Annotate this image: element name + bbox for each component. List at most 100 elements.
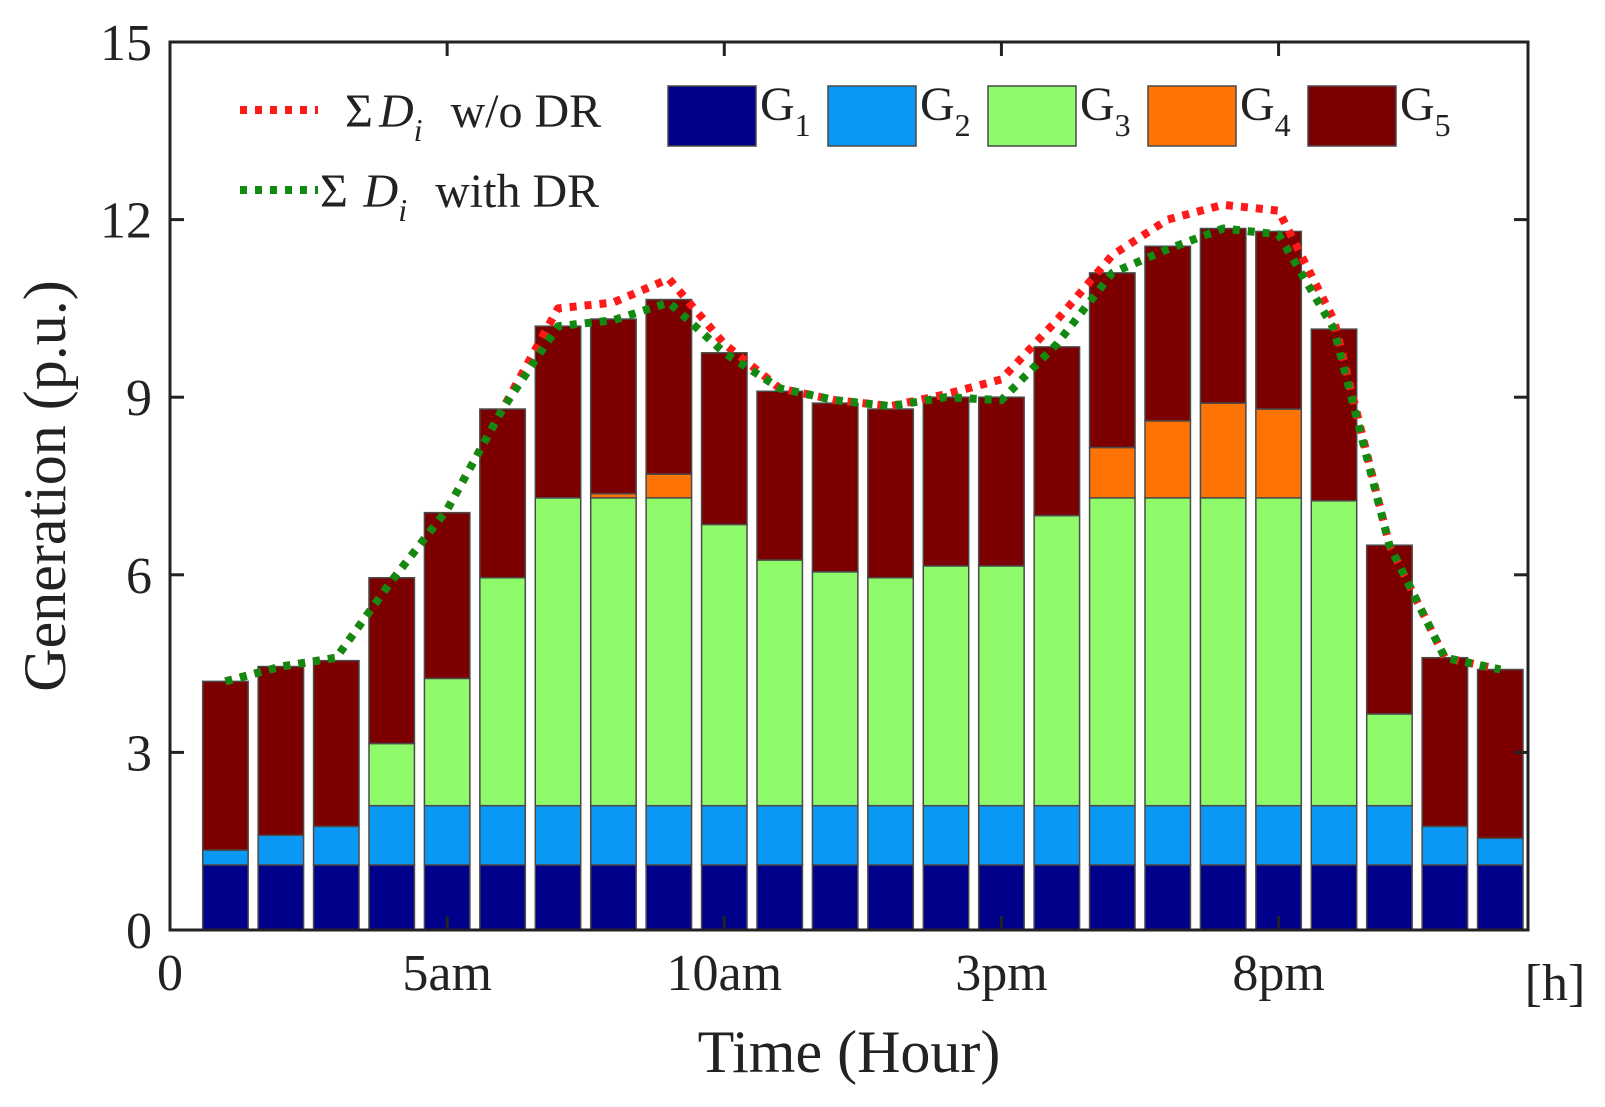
bar-segment-g3-h7	[534, 497, 582, 807]
bar-segment-g1-h8	[589, 864, 637, 931]
legend-swatch-g2	[827, 85, 917, 147]
bar-segment-g3-h14	[922, 565, 970, 807]
bar-segment-g1-h7	[534, 864, 582, 931]
bar-segment-g5-h19	[1199, 227, 1247, 404]
bar-segment-g2-h2	[257, 834, 305, 866]
bar-segment-g1-h1	[201, 864, 249, 931]
x-tick-label: 3pm	[955, 945, 1047, 1002]
bar-segment-g3-h12	[811, 571, 859, 807]
bar-segment-g5-h15	[977, 396, 1025, 567]
bar-segment-g2-h24	[1476, 837, 1524, 866]
bar-segment-g1-h4	[368, 864, 416, 931]
bar-segment-g2-h15	[977, 804, 1025, 866]
x-tick-label: 10am	[667, 945, 783, 1002]
bar-segment-g4-h17	[1088, 446, 1136, 499]
bar-segment-g3-h16	[1033, 514, 1081, 807]
bar-segment-g1-h13	[867, 864, 915, 931]
bar-segment-g3-h9	[645, 497, 693, 807]
bar-segment-g2-h7	[534, 804, 582, 866]
bar-segment-g5-h11	[756, 390, 804, 561]
bar-segment-g3-h6	[479, 577, 527, 807]
bar-segment-g5-h20	[1255, 230, 1303, 410]
bar-segment-g2-h12	[811, 804, 859, 866]
bar-segment-g5-h14	[922, 396, 970, 567]
x-axis: 0 5am 10am 3pm 8pm	[157, 42, 1325, 1002]
x-tick-label: 8pm	[1232, 945, 1324, 1002]
bar-segment-g1-h9	[645, 864, 693, 931]
bar-segment-g2-h16	[1033, 804, 1081, 866]
bar-segment-g5-h12	[811, 402, 859, 573]
bar-segment-g3-h11	[756, 559, 804, 807]
demand-lines-group	[224, 200, 1502, 686]
bar-segment-g2-h11	[756, 804, 804, 866]
bar-segment-g5-h3	[312, 659, 360, 828]
bar-segment-g3-h15	[977, 565, 1025, 807]
bar-segment-g2-h13	[867, 804, 915, 866]
line-legend: Σ Di w/o DR Σ Di with DR	[240, 85, 601, 228]
demand-line-with-dr	[224, 224, 1502, 686]
legend-label-g5: G5	[1400, 78, 1451, 143]
y-tick-label: 3	[126, 725, 152, 782]
bar-segment-g3-h19	[1199, 497, 1247, 807]
x-tick-label: 0	[157, 945, 183, 1002]
bar-segment-g3-h4	[368, 742, 416, 807]
y-tick-label: 12	[100, 193, 152, 250]
bar-segment-g3-h8	[589, 497, 637, 807]
bar-segment-g2-h10	[700, 804, 748, 866]
bar-segment-g5-h13	[867, 408, 915, 579]
bar-segment-g3-h5	[423, 677, 471, 807]
bar-segment-g2-h3	[312, 825, 360, 866]
legend-swatch-g3	[987, 85, 1077, 147]
bar-segment-g5-h21	[1310, 328, 1358, 502]
bar-segment-g3-h10	[700, 523, 748, 807]
y-tick-label: 15	[100, 15, 152, 72]
legend-swatch-g4	[1147, 85, 1237, 147]
bars-group	[201, 227, 1524, 931]
bar-segment-g5-h18	[1144, 245, 1192, 422]
y-tick-label: 0	[126, 903, 152, 960]
legend-swatch-g5	[1307, 85, 1397, 147]
legend-line-label: Σ Di with DR	[320, 165, 599, 228]
bar-segment-g4-h19	[1199, 402, 1247, 499]
x-unit-label: [h]	[1525, 955, 1586, 1012]
bar-segment-g1-h18	[1144, 864, 1192, 931]
bar-segment-g3-h22	[1365, 713, 1413, 807]
bar-segment-g2-h6	[479, 804, 527, 866]
bar-segment-g4-h18	[1144, 420, 1192, 499]
legend-label-g2: G2	[920, 78, 971, 143]
bar-segment-g3-h17	[1088, 497, 1136, 807]
bar-legend: G1 G2 G3 G4 G5	[667, 78, 1451, 147]
bar-segment-g2-h5	[423, 804, 471, 866]
bar-segment-g4-h9	[645, 473, 693, 499]
bar-segment-g1-h21	[1310, 864, 1358, 931]
legend-line-label: Σ Di w/o DR	[345, 85, 601, 148]
bar-segment-g2-h19	[1199, 804, 1247, 866]
bar-segment-g2-h8	[589, 804, 637, 866]
bar-segment-g4-h20	[1255, 408, 1303, 499]
legend-swatch-g1	[667, 85, 757, 147]
bar-segment-g1-h14	[922, 864, 970, 931]
bar-segment-g1-h2	[257, 864, 305, 931]
bar-segment-g3-h13	[867, 577, 915, 807]
bar-segment-g5-h8	[589, 318, 637, 495]
x-tick-label: 5am	[402, 945, 492, 1002]
bar-segment-g1-h24	[1476, 864, 1524, 931]
bar-segment-g2-h9	[645, 804, 693, 866]
bar-segment-g2-h22	[1365, 804, 1413, 866]
bar-segment-g5-h10	[700, 352, 748, 526]
bar-segment-g1-h6	[479, 864, 527, 931]
bar-segment-g5-h1	[201, 680, 249, 851]
bar-segment-g5-h5	[423, 511, 471, 680]
bar-segment-g1-h11	[756, 864, 804, 931]
bar-segment-g5-h17	[1088, 272, 1136, 449]
bar-segment-g1-h12	[811, 864, 859, 931]
bar-segment-g1-h16	[1033, 864, 1081, 931]
bar-segment-g3-h18	[1144, 497, 1192, 807]
bar-segment-g2-h17	[1088, 804, 1136, 866]
bar-segment-g1-h3	[312, 864, 360, 931]
bar-segment-g5-h2	[257, 665, 305, 837]
legend-label-g1: G1	[760, 78, 811, 143]
bar-segment-g2-h4	[368, 804, 416, 866]
legend-label-g4: G4	[1240, 78, 1291, 143]
